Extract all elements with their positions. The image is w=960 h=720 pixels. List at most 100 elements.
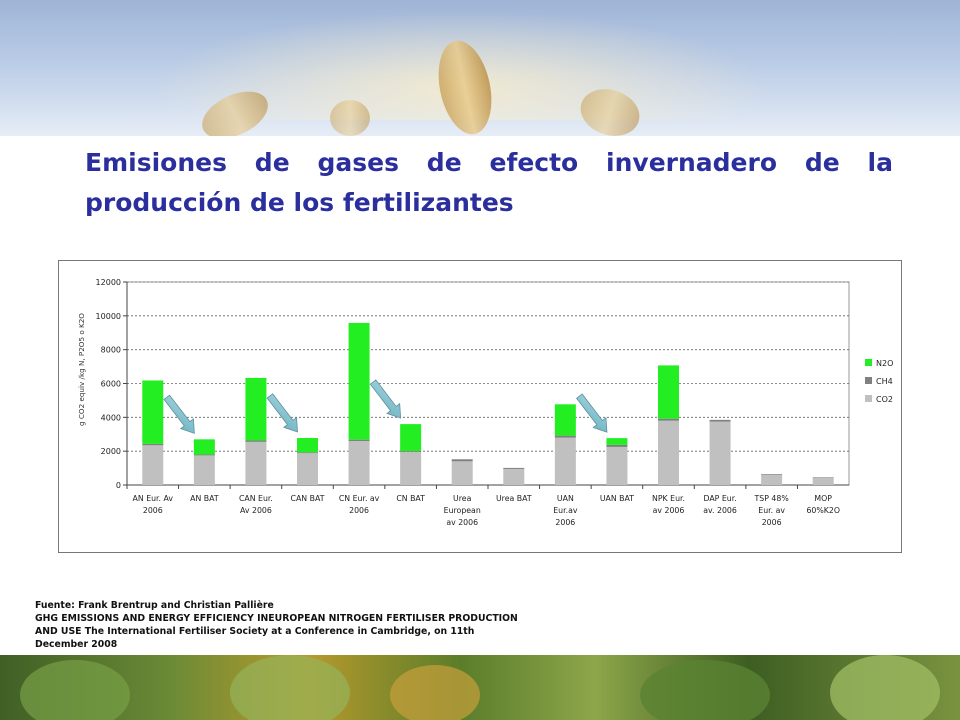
x-tick-label: MOP bbox=[814, 494, 832, 503]
legend-swatch bbox=[865, 359, 872, 366]
y-tick-label: 8000 bbox=[101, 346, 121, 355]
bar-co2 bbox=[451, 461, 473, 485]
legend-label: CO2 bbox=[876, 395, 893, 404]
x-tick-label: 2006 bbox=[762, 518, 782, 527]
x-tick-label: av. 2006 bbox=[703, 506, 737, 515]
y-tick-label: 2000 bbox=[101, 447, 121, 456]
bar-co2 bbox=[709, 421, 731, 485]
title-word: efecto bbox=[489, 148, 579, 177]
x-tick-label: Urea bbox=[453, 494, 472, 503]
bar-ch4 bbox=[142, 443, 164, 446]
bar-ch4 bbox=[451, 459, 473, 462]
bar-n2o bbox=[400, 424, 422, 452]
leaf-shape bbox=[20, 660, 130, 720]
leaf-shape bbox=[230, 655, 350, 720]
trend-arrow-icon bbox=[576, 393, 608, 433]
title-line-1: Emisiones de gases de efecto invernadero… bbox=[85, 143, 893, 183]
x-tick-label: AN Eur. Av bbox=[133, 494, 174, 503]
bar-ch4 bbox=[709, 419, 731, 422]
title-line-2: producción de los fertilizantes bbox=[85, 188, 514, 217]
title-word: de bbox=[426, 148, 462, 177]
bar-n2o bbox=[142, 380, 164, 444]
bar-co2 bbox=[245, 441, 267, 485]
bar-co2 bbox=[142, 445, 164, 485]
legend-label: N2O bbox=[876, 359, 893, 368]
bar-co2 bbox=[554, 437, 576, 485]
title-word: la bbox=[867, 148, 893, 177]
bar-co2 bbox=[348, 441, 370, 485]
x-tick-label: 60%K2O bbox=[806, 506, 840, 515]
source-line: AND USE The International Fertiliser Soc… bbox=[35, 626, 475, 637]
bar-ch4 bbox=[761, 474, 783, 475]
x-tick-label: 2006 bbox=[349, 506, 369, 515]
bar-ch4 bbox=[554, 435, 576, 438]
bar-n2o bbox=[348, 322, 370, 440]
title-word: invernadero bbox=[606, 148, 778, 177]
x-tick-label: Eur.av bbox=[553, 506, 578, 515]
slide-title: Emisiones de gases de efecto invernadero… bbox=[85, 143, 893, 223]
x-tick-label: CN BAT bbox=[396, 494, 425, 503]
source-line: December 2008 bbox=[35, 639, 118, 650]
sunflower-banner bbox=[0, 655, 960, 720]
source-note: Fuente: Frank Brentrup and Christian Pal… bbox=[35, 599, 595, 651]
x-tick-label: Eur. av bbox=[758, 506, 785, 515]
x-tick-label: AN BAT bbox=[190, 494, 219, 503]
y-tick-label: 6000 bbox=[101, 380, 121, 389]
arrow-shape bbox=[369, 379, 402, 419]
x-tick-label: Urea BAT bbox=[496, 494, 532, 503]
leaf-shape bbox=[830, 655, 940, 720]
bar-co2 bbox=[400, 452, 422, 485]
x-tick-label: CAN Eur. bbox=[239, 494, 273, 503]
legend-swatch bbox=[865, 377, 872, 384]
bar-ch4 bbox=[193, 454, 215, 456]
bar-co2 bbox=[503, 468, 525, 485]
bar-co2 bbox=[606, 446, 628, 485]
bar-co2 bbox=[658, 420, 679, 485]
y-axis-label: g CO2 equiv /kg N, P2O5 o K2O bbox=[77, 313, 86, 426]
bar-n2o bbox=[193, 439, 215, 455]
bar-co2 bbox=[193, 455, 215, 485]
y-tick-label: 0 bbox=[116, 481, 121, 490]
stacked-bar-chart: 0 2000 4000 6000 8000 10000 12000 g CO2 equiv /… bbox=[77, 278, 893, 527]
y-tick-label: 12000 bbox=[96, 278, 121, 287]
wheat-banner bbox=[0, 0, 960, 136]
source-line: Fuente: Frank Brentrup and Christian Pal… bbox=[35, 600, 274, 611]
arrow-shape bbox=[163, 394, 195, 434]
bar-co2 bbox=[297, 453, 318, 485]
source-line: GHG EMISSIONS AND ENERGY EFFICIENCY INEU… bbox=[35, 613, 518, 624]
bar-n2o bbox=[297, 437, 318, 453]
bar-n2o bbox=[245, 377, 267, 441]
title-word: de bbox=[254, 148, 290, 177]
x-tick-label: av 2006 bbox=[446, 518, 478, 527]
wheat-ear bbox=[330, 100, 370, 136]
x-tick-label: av 2006 bbox=[653, 506, 685, 515]
x-tick-label: CAN BAT bbox=[291, 494, 325, 503]
x-tick-label: UAN BAT bbox=[600, 494, 634, 503]
trend-arrow-icon bbox=[369, 379, 402, 419]
x-tick-label: 2006 bbox=[143, 506, 163, 515]
title-word: Emisiones bbox=[85, 148, 227, 177]
title-word: gases bbox=[317, 148, 399, 177]
y-tick-label: 10000 bbox=[96, 312, 121, 321]
chart-container: 0 2000 4000 6000 8000 10000 12000 g CO2 equiv /… bbox=[58, 260, 902, 553]
x-tick-label: TSP 48% bbox=[754, 494, 789, 503]
bar-n2o bbox=[554, 404, 576, 436]
x-tick-label: CN Eur. av bbox=[339, 494, 380, 503]
bar-n2o bbox=[658, 365, 679, 419]
bar-co2 bbox=[761, 474, 783, 485]
bar-ch4 bbox=[348, 439, 370, 442]
arrow-shape bbox=[576, 393, 608, 433]
x-tick-label: UAN bbox=[557, 494, 574, 503]
leaf-shape bbox=[390, 665, 480, 720]
x-tick-label: DAP Eur. bbox=[703, 494, 736, 503]
x-tick-label: NPK Eur. bbox=[652, 494, 685, 503]
bar-n2o bbox=[606, 438, 628, 445]
leaf-shape bbox=[640, 660, 770, 720]
legend-label: CH4 bbox=[876, 377, 893, 386]
legend-swatch bbox=[865, 395, 872, 402]
bar-ch4 bbox=[245, 440, 267, 442]
x-tick-label: Av 2006 bbox=[240, 506, 272, 515]
bar-ch4 bbox=[606, 444, 628, 447]
bar-co2 bbox=[812, 477, 834, 485]
bar-ch4 bbox=[503, 467, 525, 469]
